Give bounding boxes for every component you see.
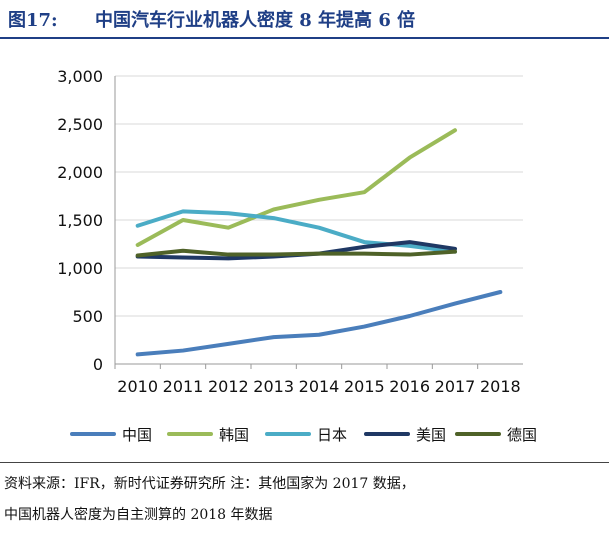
x-tick-label: 2017 <box>435 377 476 396</box>
legend-label: 日本 <box>317 425 348 444</box>
legend: 中国 韩国 日本 美国 德国 <box>0 418 609 450</box>
x-tick-label: 2010 <box>117 377 158 396</box>
legend-item: 韩国 <box>167 418 249 450</box>
legend-item: 美国 <box>364 418 446 450</box>
footer-divider <box>0 462 609 463</box>
legend-item: 日本 <box>265 418 347 450</box>
legend-label: 美国 <box>416 425 447 444</box>
x-tick-label: 2011 <box>163 377 204 396</box>
x-tick-label: 2014 <box>299 377 340 396</box>
x-tick-label: 2012 <box>208 377 249 396</box>
source-line-1: 资料来源：IFR，新时代证券研究所 注：其他国家为 2017 数据， <box>4 476 415 492</box>
source-note: 资料来源：IFR，新时代证券研究所 注：其他国家为 2017 数据， 中国机器人… <box>4 469 604 531</box>
source-line-2: 中国机器人密度为自主测算的 2018 年数据 <box>4 507 273 523</box>
legend-label: 中国 <box>122 425 153 444</box>
series-line-德国 <box>135 248 457 258</box>
y-tick-label: 1,500 <box>57 211 103 230</box>
legend-swatch <box>167 432 213 436</box>
legend-item: 德国 <box>455 418 537 450</box>
series-layer <box>135 128 503 357</box>
y-tick-label: 1,000 <box>57 259 103 278</box>
y-tick-label: 2,500 <box>57 115 103 134</box>
series-line-韩国 <box>135 128 457 247</box>
figure-header: 图17: 中国汽车行业机器人密度 8 年提高 6 倍 <box>0 0 609 40</box>
legend-swatch <box>455 432 501 436</box>
y-tick-label: 500 <box>72 307 103 326</box>
y-tick-label: 0 <box>93 355 103 374</box>
x-tick-label: 2016 <box>389 377 430 396</box>
series-line-日本 <box>135 209 457 254</box>
legend-swatch <box>70 432 116 436</box>
line-chart: 0 500 1,000 1,500 2,000 2,500 3,000 2010 2011 201… <box>0 40 609 460</box>
header-divider <box>0 37 609 39</box>
legend-swatch <box>364 432 410 436</box>
legend-item: 中国 <box>70 418 152 450</box>
series-line-中国 <box>135 290 503 357</box>
x-tick-label: 2015 <box>344 377 385 396</box>
grid-layer <box>115 75 523 365</box>
y-tick-label: 3,000 <box>57 67 103 86</box>
legend-label: 德国 <box>507 425 538 444</box>
legend-swatch <box>265 432 311 436</box>
figure-label: 图17: <box>8 10 58 31</box>
y-tick-label: 2,000 <box>57 163 103 182</box>
x-tick-label: 2013 <box>253 377 294 396</box>
chart-title: 中国汽车行业机器人密度 8 年提高 6 倍 <box>95 10 416 31</box>
x-tick-label: 2018 <box>480 377 521 396</box>
legend-label: 韩国 <box>219 425 250 444</box>
